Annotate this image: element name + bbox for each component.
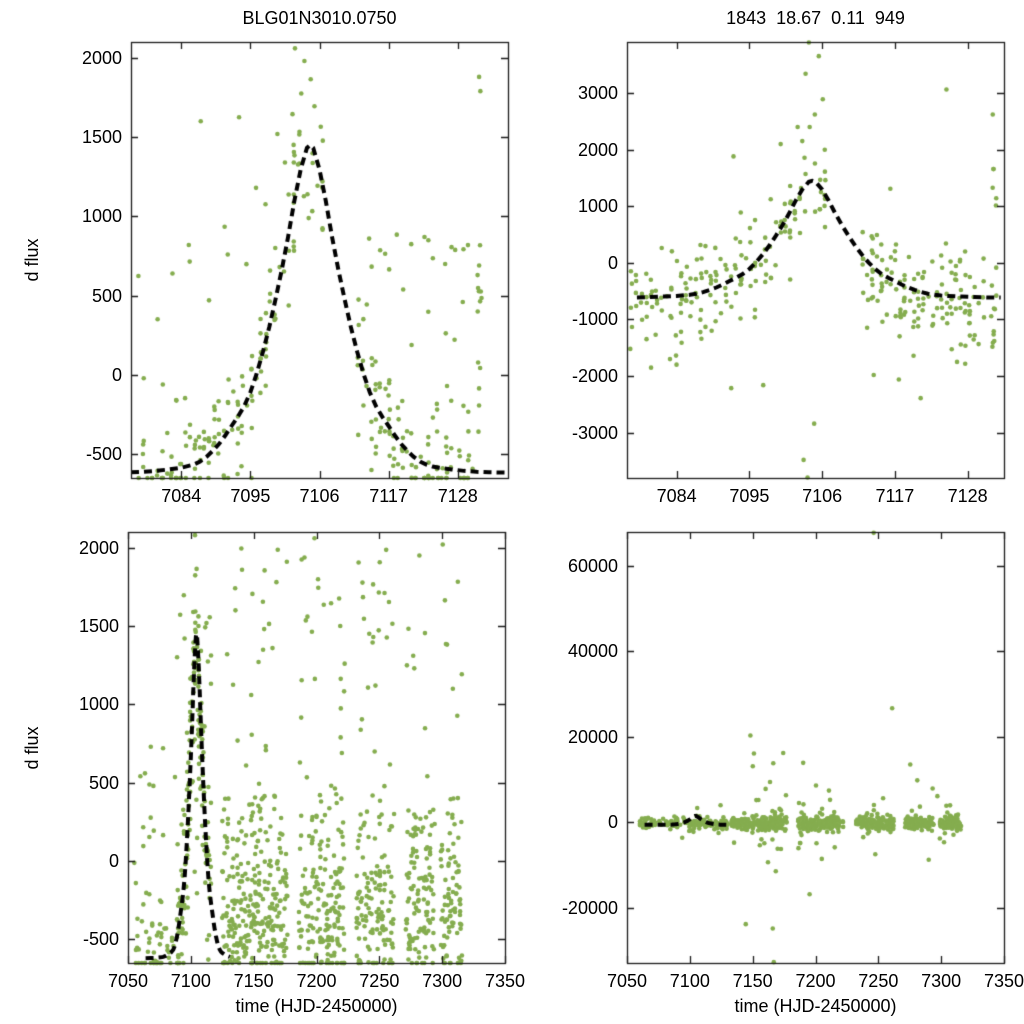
y-tick-label: 40000	[567, 641, 618, 662]
x-tick-label: 7300	[422, 971, 463, 991]
x-axis-label-bottom-left: time (HJD-2450000)	[235, 996, 398, 1016]
y-tick-label: -500	[82, 929, 119, 950]
y-tick-label: 0	[111, 364, 122, 385]
x-tick-label: 7250	[359, 971, 400, 991]
y-axis-label-bottom-left: d flux	[22, 725, 42, 770]
x-tick-label: 7350	[484, 971, 526, 991]
x-tick-label: 7084	[656, 486, 697, 506]
x-tick-label: 7084	[161, 486, 202, 506]
x-tick-label: 7150	[233, 971, 274, 991]
x-tick-label: 7150	[732, 971, 773, 991]
y-tick-label: 500	[88, 772, 119, 793]
y-tick-label: 3000	[577, 82, 618, 103]
x-axis-label-bottom-right: time (HJD-2450000)	[734, 996, 897, 1016]
x-tick-label: 7250	[858, 971, 899, 991]
x-tick-label: 7050	[606, 971, 648, 991]
y-tick-label: -500	[85, 444, 122, 465]
y-tick-label: 1000	[577, 196, 618, 217]
y-tick-label: 1500	[78, 616, 119, 637]
y-tick-label: 0	[108, 851, 119, 872]
y-tick-label: 20000	[567, 726, 618, 747]
x-tick-label: 7100	[669, 971, 710, 991]
x-tick-label: 7100	[170, 971, 211, 991]
y-axis-label-top-left: d flux	[22, 238, 42, 282]
x-tick-label: 7200	[296, 971, 337, 991]
x-tick-label: 7095	[729, 486, 770, 506]
x-tick-label: 7117	[875, 486, 915, 506]
y-tick-label: -1000	[571, 309, 618, 330]
y-tick-label: -20000	[561, 897, 618, 918]
y-tick-label: 500	[91, 285, 122, 306]
x-tick-label: 7300	[921, 971, 962, 991]
y-tick-label: 1000	[78, 694, 119, 715]
panel-title-top-right: 1843 18.67 0.11 949	[726, 8, 905, 28]
x-tick-label: 7128	[437, 486, 478, 506]
y-tick-label: 2000	[78, 537, 119, 558]
x-tick-label: 7350	[983, 971, 1024, 991]
x-tick-label: 7128	[947, 486, 988, 506]
y-tick-label: -2000	[571, 366, 618, 387]
x-tick-label: 7117	[369, 486, 408, 506]
y-tick-label: 1000	[81, 206, 122, 227]
x-tick-label: 7106	[299, 486, 340, 506]
y-tick-label: 2000	[577, 139, 618, 160]
y-tick-label: 60000	[567, 556, 618, 577]
x-tick-label: 7200	[795, 971, 836, 991]
y-tick-label: 0	[607, 252, 618, 273]
x-tick-label: 7106	[802, 486, 843, 506]
panel-title-top-left: BLG01N3010.0750	[242, 8, 397, 28]
y-tick-label: 2000	[81, 47, 122, 68]
y-tick-label: -3000	[571, 422, 618, 443]
x-tick-label: 7050	[107, 971, 149, 991]
x-tick-label: 7095	[230, 486, 271, 506]
y-tick-label: 1500	[81, 127, 122, 148]
y-tick-label: 0	[607, 812, 618, 833]
